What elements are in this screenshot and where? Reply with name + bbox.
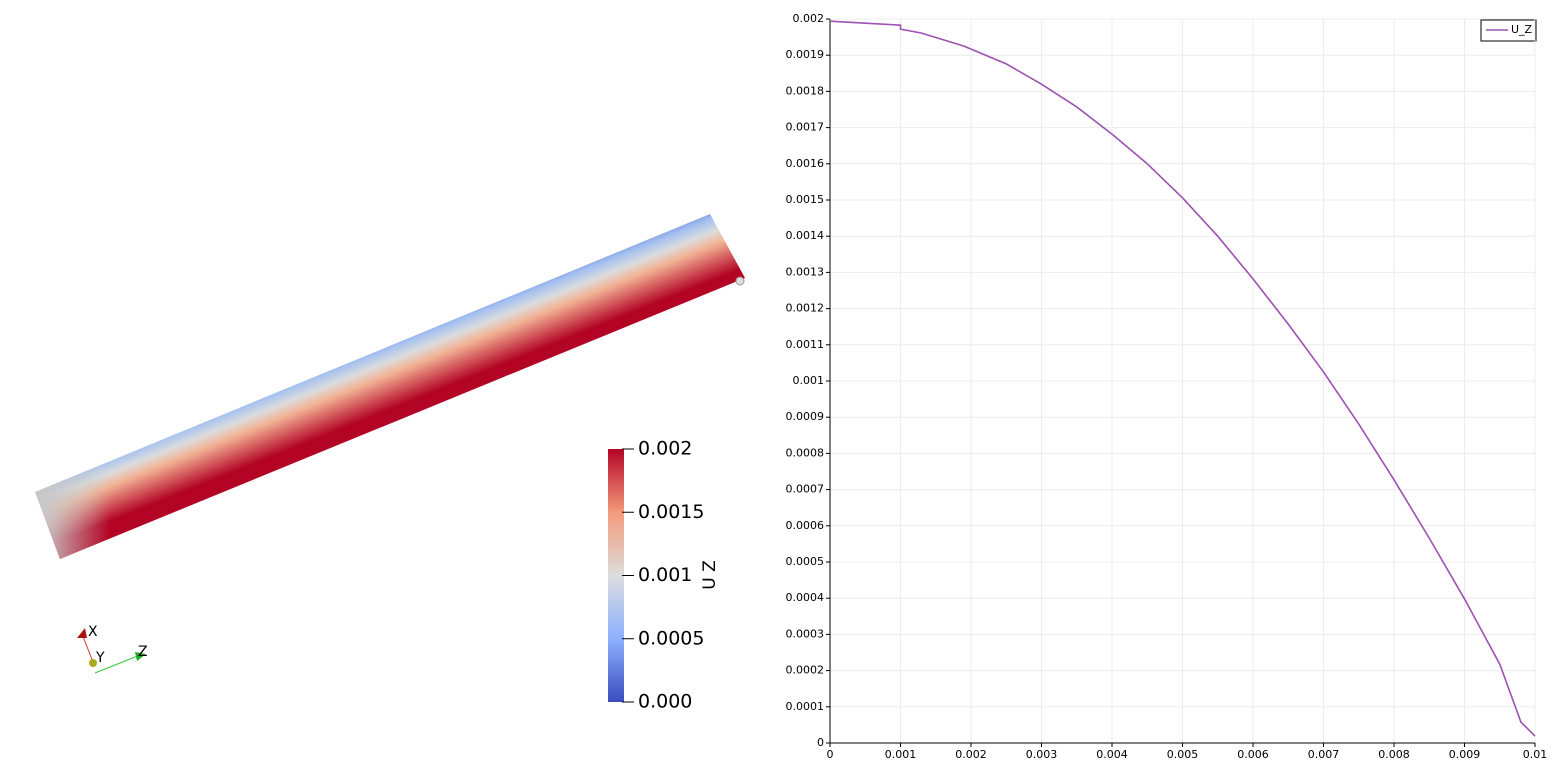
beam	[35, 214, 745, 559]
x-tick-label: 0.008	[1378, 748, 1410, 761]
y-tick-label: 0.002	[793, 12, 825, 25]
colorbar-tick-label: 0.0015	[638, 501, 704, 523]
y-tick-label: 0.0012	[786, 302, 825, 315]
y-tick-label: 0.0003	[786, 627, 825, 640]
y-tick-label: 0.0013	[786, 265, 825, 278]
y-tick-label: 0.0017	[786, 121, 825, 134]
line-chart-view	[1480, 19, 1537, 42]
render-view: X Y Z U Z	[35, 214, 745, 702]
y-tick-label: 0.0018	[786, 84, 825, 97]
x-tick-label: 0.002	[955, 748, 987, 761]
colorbar	[608, 449, 624, 702]
x-tick-label: 0.007	[1308, 748, 1340, 761]
x-tick-label: 0.004	[1096, 748, 1128, 761]
y-tick-label: 0.0001	[786, 700, 825, 713]
axis-y-head	[89, 659, 97, 667]
axis-x-head	[77, 628, 87, 638]
colorbar-tick-label: 0.000	[638, 691, 692, 713]
y-tick-label: 0	[817, 736, 824, 749]
axis-label: X	[88, 624, 98, 640]
x-tick-label: 0.003	[1026, 748, 1058, 761]
axis-label: Y	[95, 650, 105, 666]
x-tick-label: 0	[827, 748, 834, 761]
x-tick-label: 0.01	[1523, 748, 1548, 761]
x-tick-label: 0.009	[1449, 748, 1481, 761]
x-tick-label: 0.005	[1167, 748, 1199, 761]
y-tick-label: 0.0019	[786, 48, 825, 61]
colorbar-tick-label: 0.002	[638, 438, 692, 460]
beam-end	[35, 457, 140, 559]
axis-z-head	[135, 652, 146, 661]
y-tick-label: 0.0009	[786, 410, 825, 423]
y-tick-label: 0.0002	[786, 664, 825, 677]
axis-x	[81, 633, 94, 663]
y-tick-label: 0.001	[793, 374, 825, 387]
legend-label: U_Z	[1511, 23, 1533, 36]
x-tick-label: 0.006	[1237, 748, 1269, 761]
y-tick-label: 0.0004	[786, 591, 825, 604]
y-tick-label: 0.0015	[786, 193, 825, 206]
y-tick-label: 0.0014	[786, 229, 825, 242]
y-tick-label: 0.0005	[786, 555, 825, 568]
y-tick-label: 0.0007	[786, 483, 825, 496]
y-tick-label: 0.0006	[786, 519, 825, 532]
axis-label: Z	[138, 644, 148, 660]
axis-z	[94, 654, 141, 674]
y-tick-label: 0.0016	[786, 157, 825, 170]
data-line	[829, 20, 1536, 737]
legend	[1480, 19, 1537, 42]
y-tick-label: 0.0011	[786, 338, 825, 351]
y-tick-label: 0.0008	[786, 446, 825, 459]
colorbar-tick-label: 0.0005	[638, 627, 704, 649]
colorbar-tick-label: 0.001	[638, 564, 692, 586]
point-widget	[735, 276, 745, 286]
colorbar-title: U Z	[700, 560, 720, 590]
x-tick-label: 0.001	[885, 748, 917, 761]
